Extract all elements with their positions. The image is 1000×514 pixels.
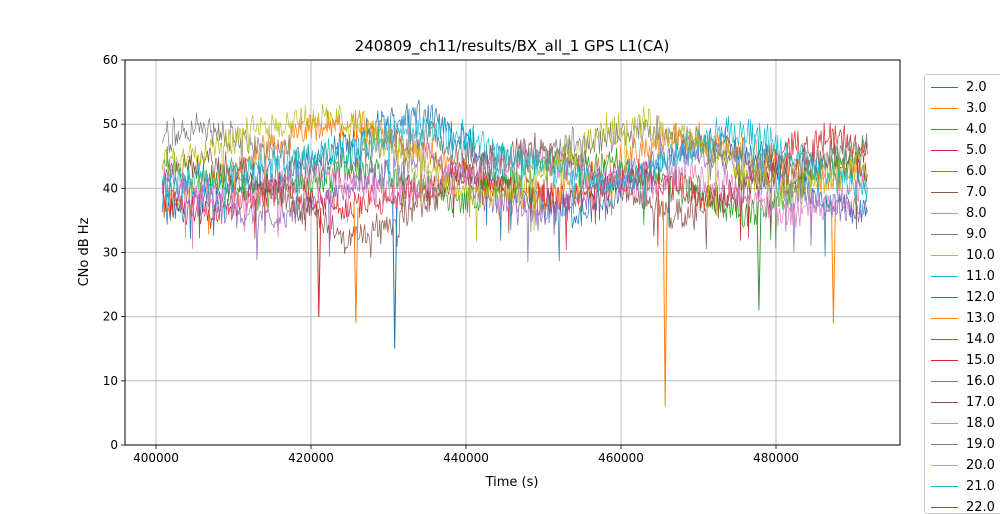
legend-entry: 13.0 bbox=[925, 308, 1000, 329]
legend-label: 18.0 bbox=[966, 416, 995, 431]
legend-swatch bbox=[931, 507, 958, 508]
legend-swatch bbox=[931, 108, 958, 109]
legend-swatch bbox=[931, 129, 958, 130]
legend-swatch bbox=[931, 213, 958, 214]
grid bbox=[125, 59, 900, 446]
legend-label: 9.0 bbox=[966, 227, 987, 242]
legend-swatch bbox=[931, 381, 958, 382]
x-axis-label: Time (s) bbox=[485, 475, 539, 490]
y-tick-label: 40 bbox=[103, 181, 118, 195]
legend-swatch bbox=[931, 255, 958, 256]
legend-swatch bbox=[931, 465, 958, 466]
y-tick-label: 10 bbox=[103, 374, 118, 388]
legend-entry: 11.0 bbox=[925, 266, 1000, 287]
legend-entry: 4.0 bbox=[925, 119, 1000, 140]
signal-dip bbox=[353, 201, 359, 324]
legend-entry: 6.0 bbox=[925, 161, 1000, 182]
x-tick-label: 480000 bbox=[753, 451, 799, 465]
legend-label: 4.0 bbox=[966, 122, 987, 137]
legend-swatch bbox=[931, 444, 958, 445]
legend-swatch bbox=[931, 360, 958, 361]
legend-label: 19.0 bbox=[966, 437, 995, 452]
legend-swatch bbox=[931, 423, 958, 424]
legend-swatch bbox=[931, 87, 958, 88]
legend-entry: 19.0 bbox=[925, 434, 1000, 455]
legend-label: 11.0 bbox=[966, 269, 995, 284]
legend-entry: 20.0 bbox=[925, 455, 1000, 476]
y-tick-label: 60 bbox=[103, 53, 118, 67]
legend-label: 3.0 bbox=[966, 101, 987, 116]
y-axis-label: CNo dB Hz bbox=[77, 217, 92, 286]
legend-swatch bbox=[931, 150, 958, 151]
legend-entry: 16.0 bbox=[925, 371, 1000, 392]
legend-entry: 9.0 bbox=[925, 224, 1000, 245]
legend-label: 15.0 bbox=[966, 353, 995, 368]
chart: 400000 420000 440000 460000 480000 0 10 20 30 40 5… bbox=[77, 37, 901, 490]
legend-entry: 2.0 bbox=[925, 77, 1000, 98]
y-tick-label: 30 bbox=[103, 246, 118, 260]
signal-dip bbox=[830, 201, 836, 324]
legend-swatch bbox=[931, 339, 958, 340]
legend-swatch bbox=[931, 402, 958, 403]
legend-label: 21.0 bbox=[966, 479, 995, 494]
legend-swatch bbox=[931, 192, 958, 193]
signal-dip bbox=[316, 201, 322, 317]
chart-title: 240809_ch11/results/BX_all_1 GPS L1(CA) bbox=[355, 37, 670, 56]
legend-label: 14.0 bbox=[966, 332, 995, 347]
series-line bbox=[161, 122, 868, 251]
legend-entry: 18.0 bbox=[925, 413, 1000, 434]
legend-label: 10.0 bbox=[966, 248, 995, 263]
legend-label: 5.0 bbox=[966, 143, 987, 158]
legend-entry: 12.0 bbox=[925, 287, 1000, 308]
legend-swatch bbox=[931, 318, 958, 319]
legend-swatch bbox=[931, 276, 958, 277]
x-tick-label: 460000 bbox=[598, 451, 644, 465]
x-tick-label: 420000 bbox=[288, 451, 334, 465]
legend-label: 22.0 bbox=[966, 500, 995, 514]
series-line bbox=[161, 112, 868, 204]
legend-swatch bbox=[931, 234, 958, 235]
legend-entry: 3.0 bbox=[925, 98, 1000, 119]
legend-label: 7.0 bbox=[966, 185, 987, 200]
signal-dip bbox=[662, 201, 668, 407]
legend: 2.0 3.0 4.0 5.0 6.0 7.0 8.0 9.0 10.0 11.0 12.0 13.0… bbox=[924, 74, 1000, 514]
legend-label: 17.0 bbox=[966, 395, 995, 410]
legend-label: 6.0 bbox=[966, 164, 987, 179]
x-tick-label: 440000 bbox=[443, 451, 489, 465]
legend-label: 16.0 bbox=[966, 374, 995, 389]
legend-swatch bbox=[931, 297, 958, 298]
legend-swatch bbox=[931, 486, 958, 487]
legend-entry: 21.0 bbox=[925, 476, 1000, 497]
axis-ticks: 400000 420000 440000 460000 480000 0 10 20 30 40 5… bbox=[103, 53, 799, 465]
legend-entry: 15.0 bbox=[925, 350, 1000, 371]
legend-label: 12.0 bbox=[966, 290, 995, 305]
series-line bbox=[161, 115, 868, 220]
legend-entry: 17.0 bbox=[925, 392, 1000, 413]
legend-label: 8.0 bbox=[966, 206, 987, 221]
legend-entry: 14.0 bbox=[925, 329, 1000, 350]
series-line bbox=[161, 104, 868, 243]
legend-label: 20.0 bbox=[966, 458, 995, 473]
y-tick-label: 50 bbox=[103, 117, 118, 131]
signal-dip bbox=[756, 201, 762, 311]
legend-entry: 8.0 bbox=[925, 203, 1000, 224]
signal-dip bbox=[392, 201, 398, 349]
y-tick-label: 20 bbox=[103, 310, 118, 324]
legend-label: 2.0 bbox=[966, 80, 987, 95]
x-tick-label: 400000 bbox=[133, 451, 179, 465]
y-tick-label: 0 bbox=[110, 438, 118, 452]
legend-entry: 7.0 bbox=[925, 182, 1000, 203]
legend-swatch bbox=[931, 171, 958, 172]
legend-label: 13.0 bbox=[966, 311, 995, 326]
legend-entry: 5.0 bbox=[925, 140, 1000, 161]
series-layer bbox=[161, 99, 868, 407]
legend-entry: 10.0 bbox=[925, 245, 1000, 266]
